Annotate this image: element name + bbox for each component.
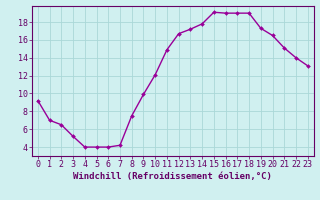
X-axis label: Windchill (Refroidissement éolien,°C): Windchill (Refroidissement éolien,°C)	[73, 172, 272, 181]
